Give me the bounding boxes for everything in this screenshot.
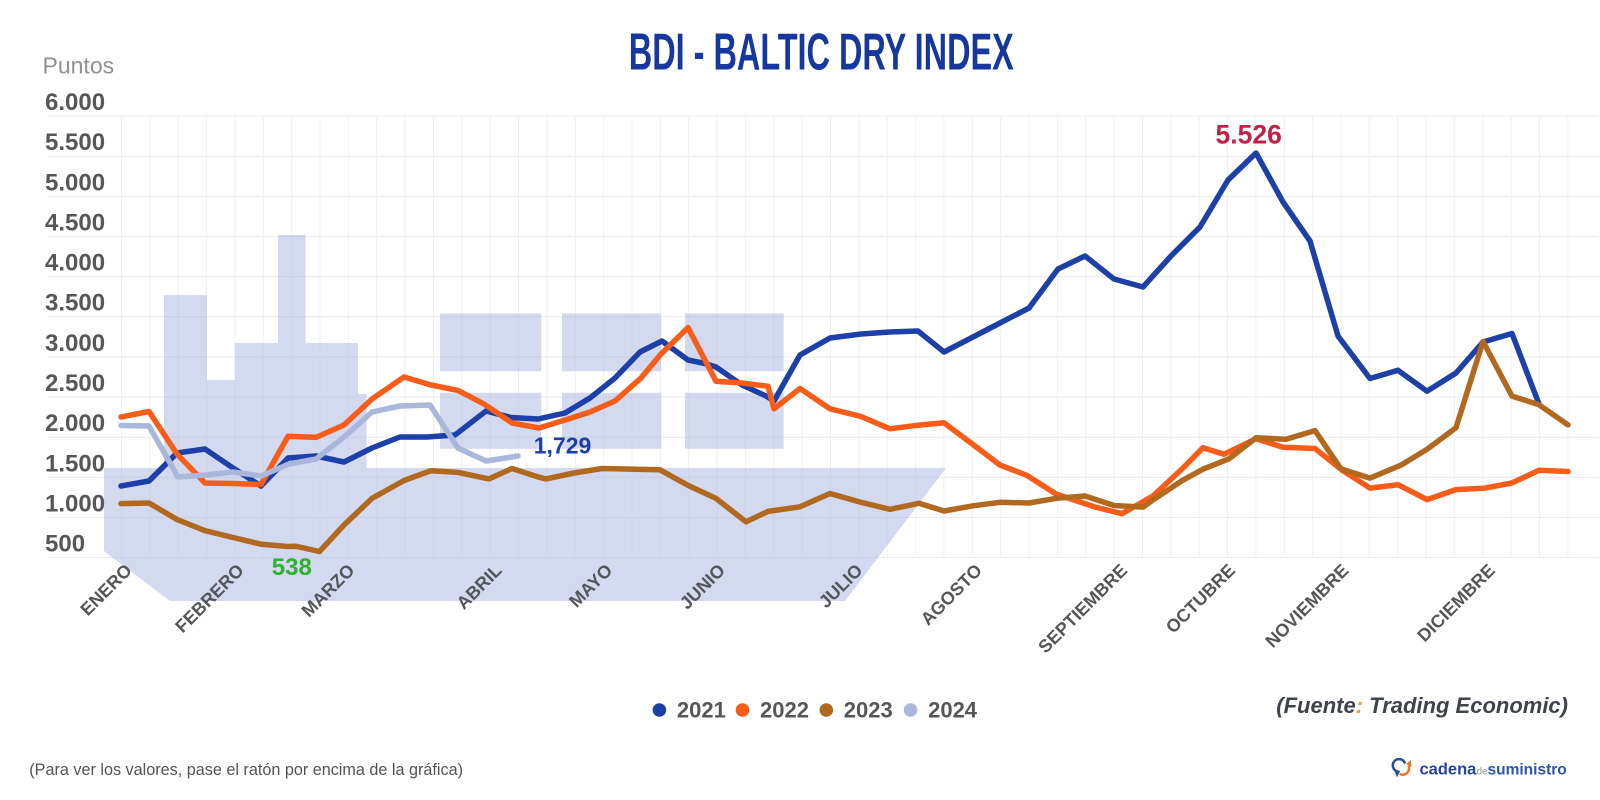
svg-text:5.500: 5.500 bbox=[45, 129, 105, 156]
svg-text:3.000: 3.000 bbox=[45, 330, 105, 357]
svg-text:6.000: 6.000 bbox=[45, 89, 105, 116]
svg-text:500: 500 bbox=[45, 531, 85, 558]
svg-text:Puntos: Puntos bbox=[43, 53, 115, 79]
svg-text:suministro: suministro bbox=[1488, 762, 1567, 779]
svg-text:(Fuente: Trading Economic): (Fuente: Trading Economic) bbox=[1276, 693, 1568, 718]
svg-text:2.500: 2.500 bbox=[45, 370, 105, 397]
svg-text:5.000: 5.000 bbox=[45, 169, 105, 196]
svg-text:1.000: 1.000 bbox=[45, 491, 105, 518]
svg-text:2.000: 2.000 bbox=[45, 410, 105, 437]
svg-text:2022: 2022 bbox=[760, 698, 809, 723]
svg-text:2021: 2021 bbox=[677, 698, 726, 723]
svg-text:538: 538 bbox=[272, 554, 312, 581]
svg-text:BDI - BALTIC DRY INDEX: BDI - BALTIC DRY INDEX bbox=[629, 23, 1014, 81]
svg-text:4.500: 4.500 bbox=[45, 209, 105, 236]
svg-text:4.000: 4.000 bbox=[45, 250, 105, 277]
svg-text:cadena: cadena bbox=[1420, 761, 1478, 779]
svg-text:3.500: 3.500 bbox=[45, 290, 105, 317]
svg-text:2024: 2024 bbox=[928, 698, 978, 723]
svg-text:5.526: 5.526 bbox=[1216, 119, 1282, 149]
svg-text:(Para ver los valores, pase el: (Para ver los valores, pase el ratón por… bbox=[29, 761, 463, 779]
svg-text:de: de bbox=[1477, 767, 1489, 778]
svg-text:1.500: 1.500 bbox=[45, 450, 105, 477]
svg-text:2023: 2023 bbox=[844, 698, 893, 723]
svg-text:1,729: 1,729 bbox=[534, 433, 592, 459]
